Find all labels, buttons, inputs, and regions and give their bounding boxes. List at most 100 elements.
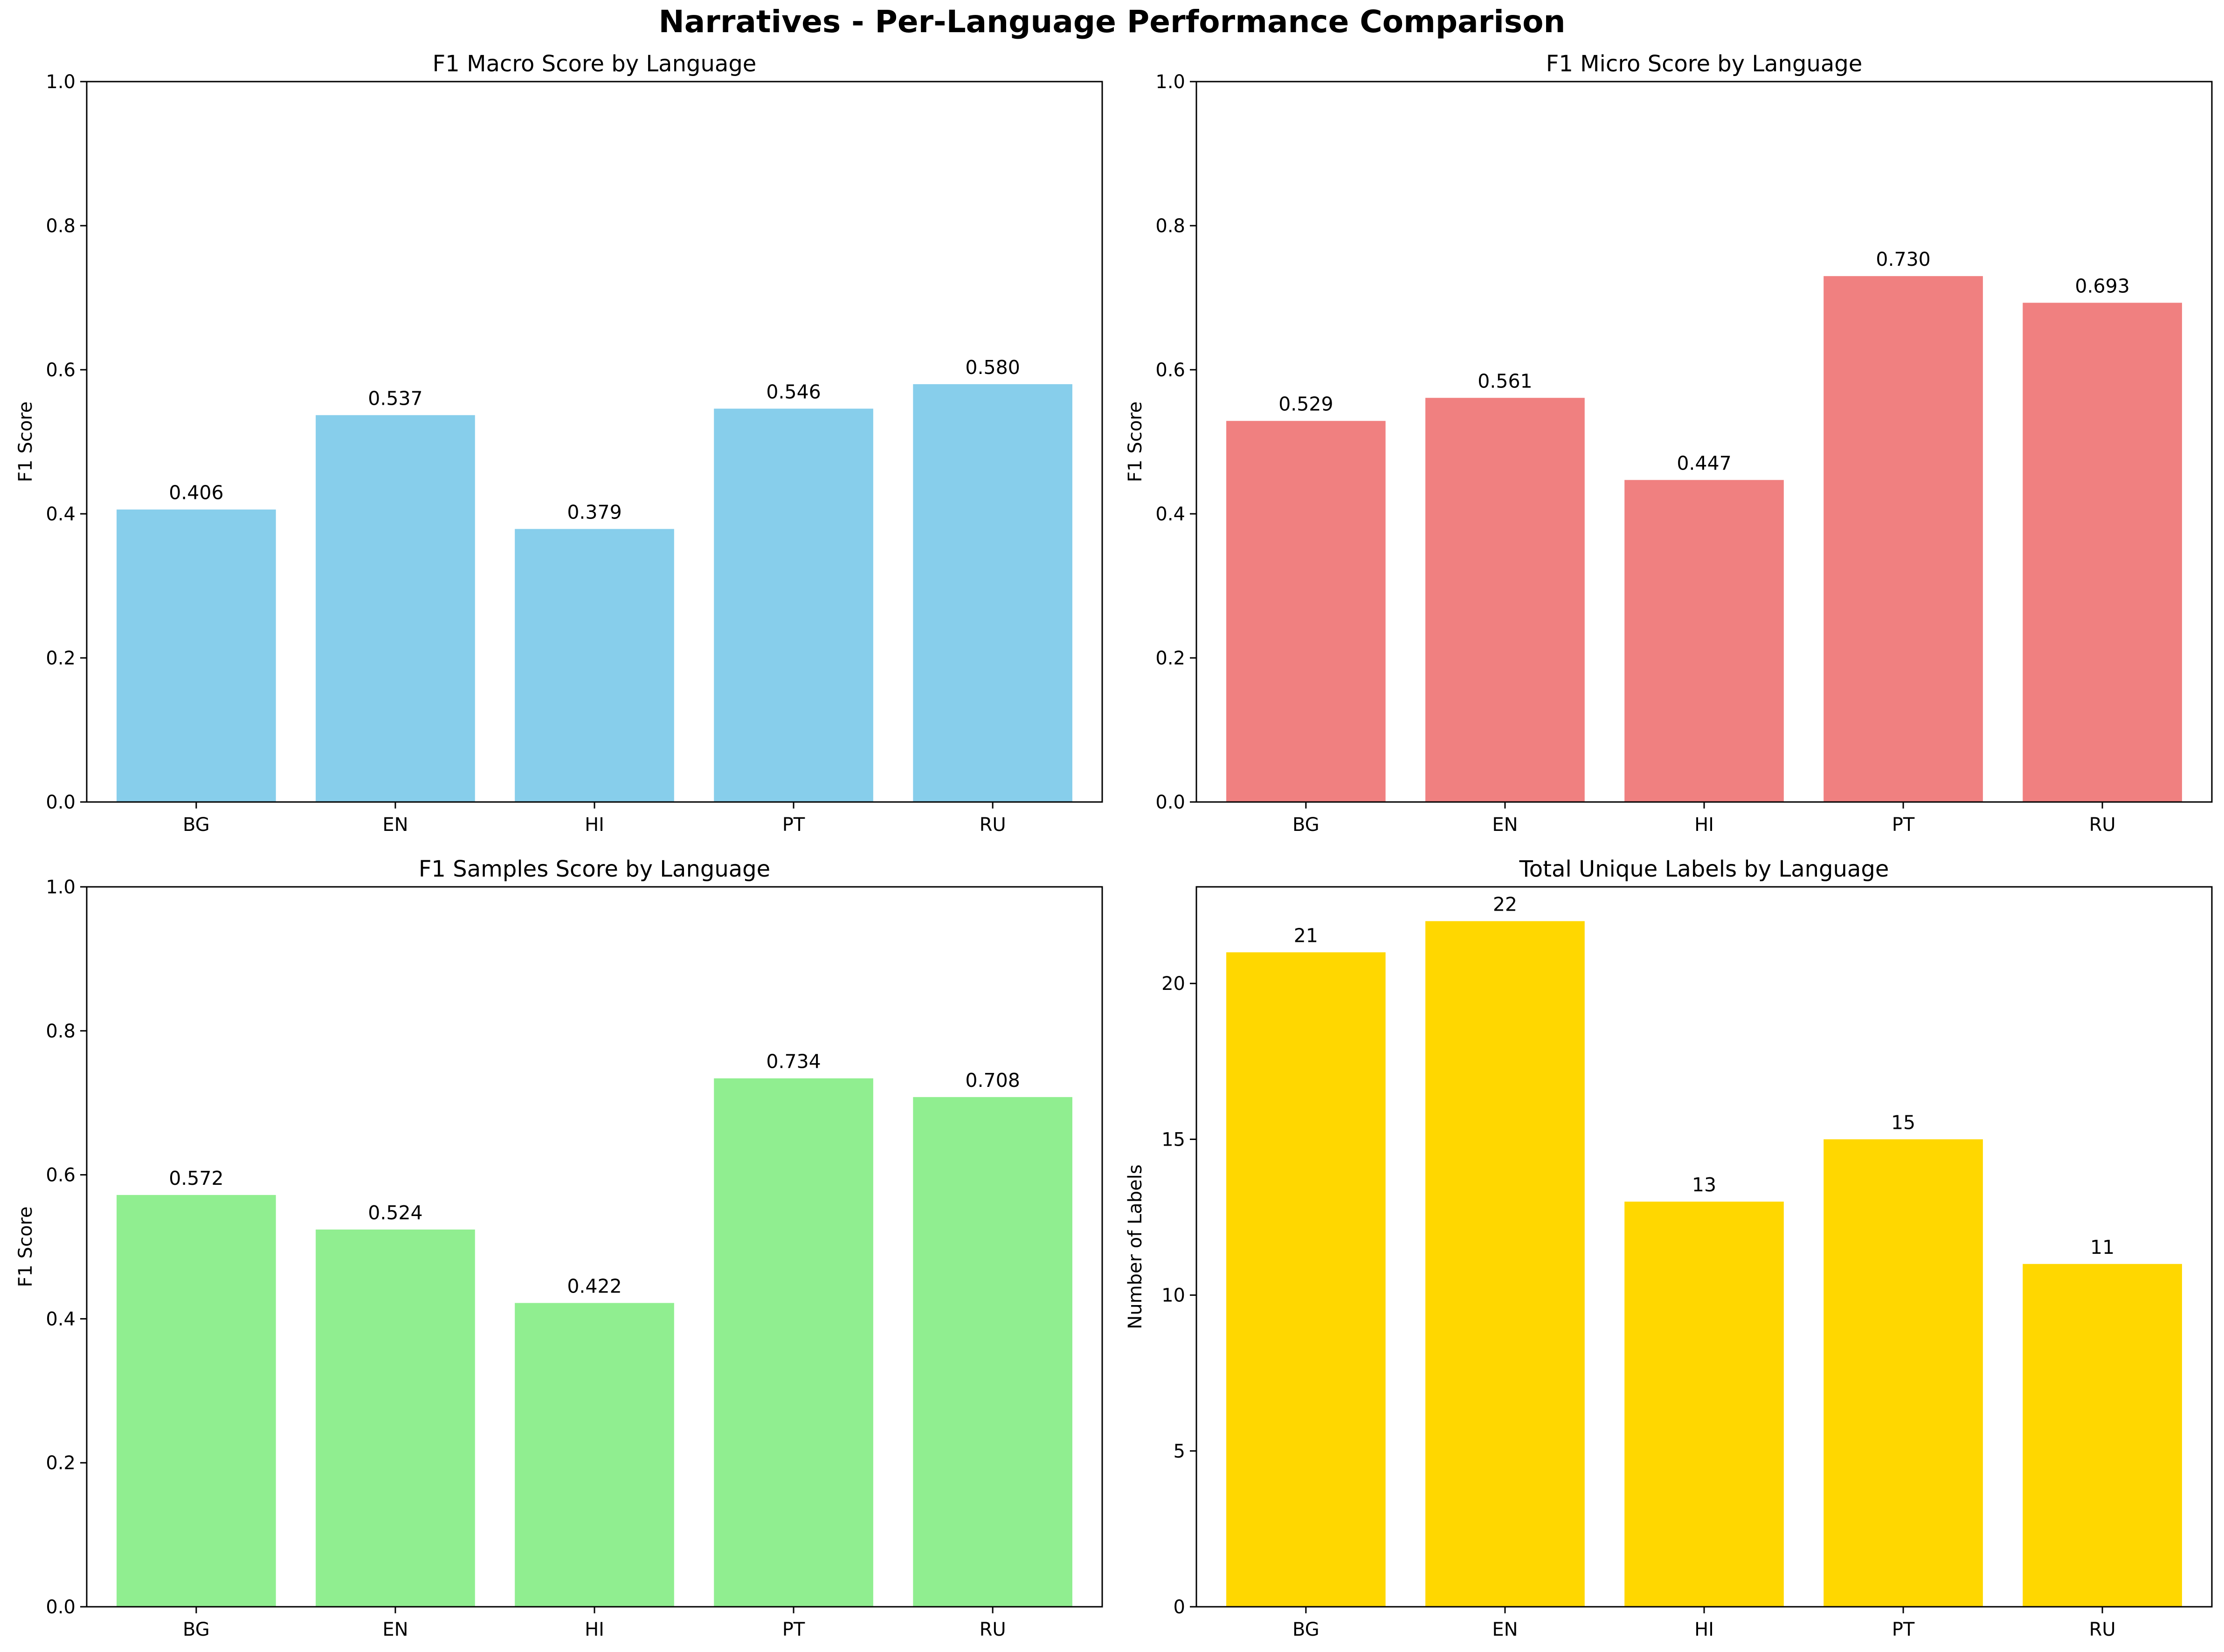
bar-value-label: 0.546 [766,380,821,403]
x-tick-label: PT [1892,1619,1915,1640]
x-tick-label: BG [183,1619,210,1640]
bar-bg [117,509,276,802]
bar-ru [2023,1264,2182,1607]
bar-bg [1226,952,1386,1607]
bar-ru [913,384,1072,802]
bar-value-label: 0.422 [567,1275,622,1297]
bar-en [316,1229,475,1607]
x-tick-label: RU [980,1619,1006,1640]
bar-hi [515,1303,674,1607]
bar-value-label: 0.524 [368,1202,422,1224]
panel-f1-samples: 0.572 BG 0.524 EN 0.422 HI 0.734 PT 0.708 RU 0.0 0.… [15,856,1103,1640]
bar-hi [1624,1202,1784,1607]
bar-value-label: 13 [1692,1174,1716,1196]
x-tick-label: EN [382,1619,408,1640]
x-tick-label: EN [1492,1619,1518,1640]
y-tick-label: 0 [1174,1597,1185,1618]
x-tick-label: BG [1292,814,1319,836]
bar-value-label: 0.580 [965,356,1020,379]
bar-pt [714,1078,873,1607]
y-axis-label: Number of Labels [1125,1164,1146,1329]
bar-value-label: 11 [2090,1236,2114,1258]
y-tick-label: 20 [1161,973,1185,995]
y-tick-label: 0.2 [1155,648,1185,669]
y-tick-label: 0.8 [1155,215,1185,237]
bar-value-label: 0.572 [169,1167,223,1189]
bar-value-label: 0.708 [965,1069,1020,1092]
bar-value-label: 15 [1891,1111,1915,1134]
x-tick-label: PT [782,1619,805,1640]
y-tick-label: 1.0 [1155,71,1185,93]
y-tick-label: 0.4 [1155,504,1185,525]
bar-value-label: 0.693 [2075,275,2129,297]
x-tick-label: RU [2089,1619,2116,1640]
y-tick-label: 0.0 [46,1597,76,1618]
x-tick-label: RU [2089,814,2116,836]
x-tick-label: HI [1694,814,1714,836]
bar-pt [1823,276,1983,802]
bar-value-label: 0.730 [1876,248,1930,270]
chart-title: F1 Macro Score by Language [433,51,757,77]
bar-value-label: 0.406 [169,482,223,504]
chart-title: Total Unique Labels by Language [1519,856,1889,882]
y-tick-label: 15 [1161,1129,1185,1150]
bar-value-label: 0.561 [1478,370,1532,392]
y-axis-label: F1 Score [15,1206,36,1287]
panel-f1-macro: 0.406 BG 0.537 EN 0.379 HI 0.546 PT 0.580 RU 0.0 0.… [15,51,1103,836]
y-tick-label: 0.6 [46,1165,76,1186]
chart-title: F1 Micro Score by Language [1546,51,1863,77]
x-tick-label: EN [382,814,408,836]
bar-value-label: 0.447 [1677,452,1731,474]
x-tick-label: BG [183,814,210,836]
bar-ru [913,1097,1072,1607]
y-tick-label: 0.2 [46,1452,76,1474]
y-tick-label: 0.2 [46,648,76,669]
x-tick-label: PT [1892,814,1915,836]
x-tick-label: HI [585,814,604,836]
y-tick-label: 0.0 [1155,792,1185,813]
bar-bg [1226,421,1386,802]
y-tick-label: 0.4 [46,1308,76,1330]
bar-hi [1624,480,1784,802]
bar-value-label: 0.734 [766,1051,821,1073]
bar-en [1425,921,1585,1607]
bar-pt [714,408,873,802]
y-tick-label: 0.4 [46,504,76,525]
y-axis-label: F1 Score [15,401,36,482]
bar-value-label: 21 [1294,924,1318,947]
panel-f1-micro: 0.529 BG 0.561 EN 0.447 HI 0.730 PT 0.693 RU 0.0 0.… [1125,51,2213,836]
x-tick-label: PT [782,814,805,836]
bar-en [316,415,475,802]
x-tick-label: RU [980,814,1006,836]
y-tick-label: 0.8 [46,215,76,237]
axes-frame [86,81,1103,803]
x-tick-label: BG [1292,1619,1319,1640]
bar-value-label: 0.529 [1278,393,1333,415]
axes-frame [1195,81,2213,803]
y-tick-label: 0.8 [46,1021,76,1042]
bar-en [1425,398,1585,802]
axes-frame [1195,886,2213,1608]
bar-value-label: 22 [1493,893,1517,916]
y-tick-label: 1.0 [46,71,76,93]
y-tick-label: 5 [1174,1441,1185,1462]
x-tick-label: EN [1492,814,1518,836]
bar-pt [1823,1139,1983,1607]
panel-unique-labels: 21 BG 22 EN 13 HI 15 PT 11 RU 0 5 10 15 20 Total Unique… [1125,856,2213,1640]
y-tick-label: 0.6 [46,359,76,381]
bar-ru [2023,303,2182,802]
bar-value-label: 0.379 [567,501,622,523]
bar-bg [117,1195,276,1607]
axes-frame [86,886,1103,1608]
chart-title: F1 Samples Score by Language [419,856,770,882]
x-tick-label: HI [1694,1619,1714,1640]
y-tick-label: 0.0 [46,792,76,813]
y-tick-label: 0.6 [1155,359,1185,381]
y-tick-label: 10 [1161,1285,1185,1306]
y-tick-label: 1.0 [46,877,76,898]
x-tick-label: HI [585,1619,604,1640]
figure-title: Narratives - Per-Language Performance Co… [658,4,1566,40]
bar-value-label: 0.537 [368,387,422,409]
y-axis-label: F1 Score [1125,401,1146,482]
